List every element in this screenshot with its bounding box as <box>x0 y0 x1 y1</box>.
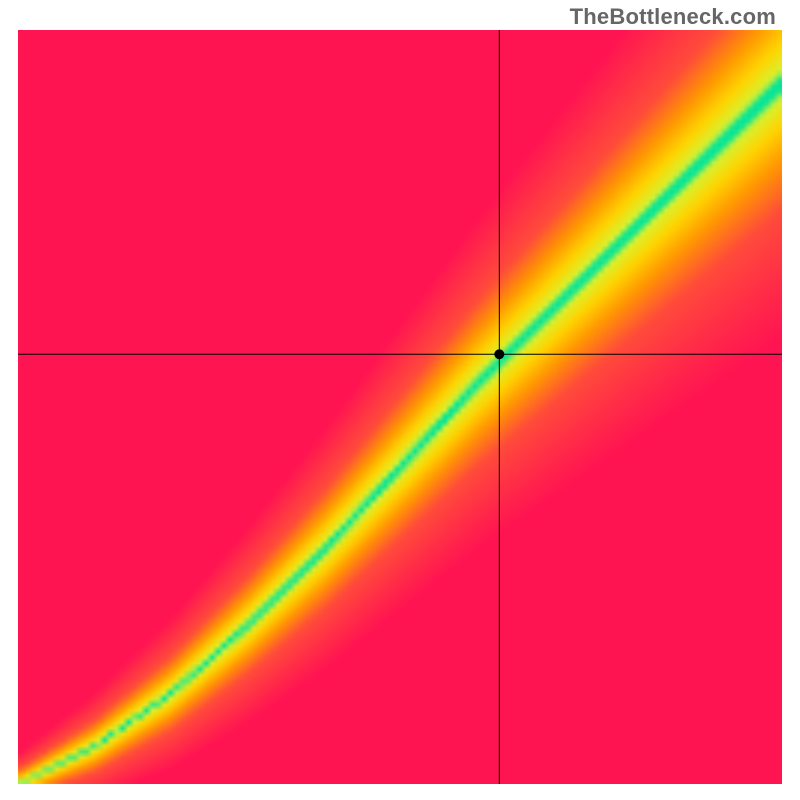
bottleneck-heatmap <box>18 30 782 784</box>
watermark-text: TheBottleneck.com <box>570 4 776 30</box>
heatmap-canvas <box>18 30 782 784</box>
